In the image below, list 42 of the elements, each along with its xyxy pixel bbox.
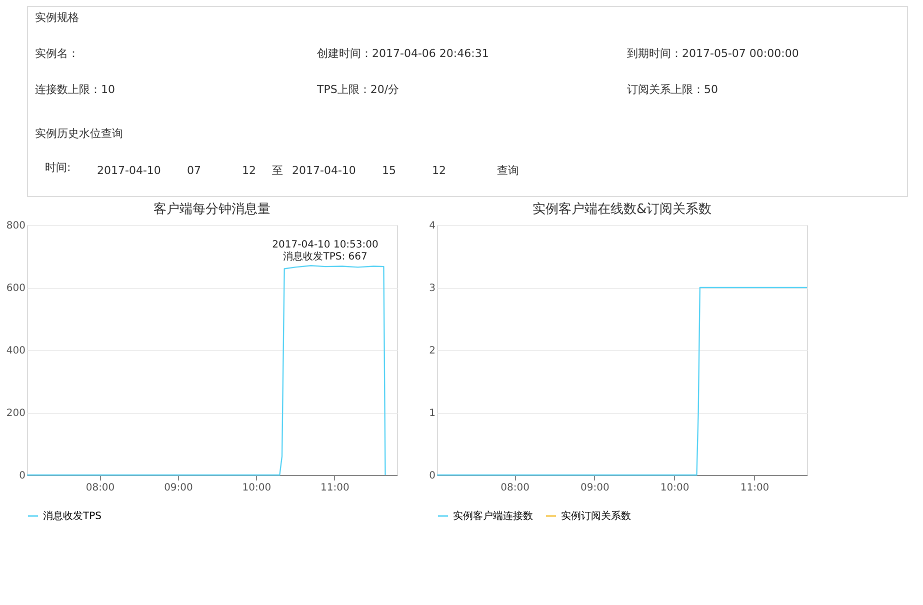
chart-title: 客户端每分钟消息量 xyxy=(154,201,270,217)
x-tick-label: 08:00 xyxy=(86,482,115,494)
text: 创建时间：2017-04-06 20:46:31 xyxy=(317,47,489,60)
text: TPS上限：20/分 xyxy=(316,83,400,96)
x-tick-label: 10:00 xyxy=(660,482,690,494)
x-tick-label: 11:00 xyxy=(740,482,770,494)
text: 2017-04-10 xyxy=(292,164,356,177)
y-tick-label: 2 xyxy=(429,346,436,356)
y-tick-label: 600 xyxy=(6,283,26,294)
x-tick-label: 08:00 xyxy=(500,482,530,494)
text: 订阅关系上限：50 xyxy=(627,83,718,96)
y-tick-label: 800 xyxy=(6,220,26,232)
text: 连接数上限：10 xyxy=(35,83,115,96)
legend-label: 实例客户端连接数 xyxy=(453,510,533,522)
text: 到期时间：2017-05-07 00:00:00 xyxy=(627,47,799,60)
y-tick-label: 400 xyxy=(6,346,26,356)
chart-title: 实例客户端在线数&订阅关系数 xyxy=(532,201,712,217)
y-tick-label: 0 xyxy=(19,470,26,482)
y-tick-label: 3 xyxy=(429,283,436,294)
text: 2017-04-10 xyxy=(97,164,161,177)
text: 至 xyxy=(272,164,283,177)
x-tick-label: 11:00 xyxy=(320,482,350,494)
text: 实例规格 xyxy=(35,11,79,24)
line-series xyxy=(26,265,386,476)
text: 12 xyxy=(432,164,446,177)
text: 07 xyxy=(187,164,201,177)
x-tick-label: 09:00 xyxy=(580,482,610,494)
y-tick-label: 1 xyxy=(429,408,436,419)
text: 12 xyxy=(242,164,256,177)
y-tick-label: 200 xyxy=(6,408,26,419)
y-tick-label: 0 xyxy=(429,470,436,482)
text: 15 xyxy=(382,164,396,177)
x-tick-label: 09:00 xyxy=(164,482,193,494)
x-tick-label: 10:00 xyxy=(242,482,272,494)
text: 时间: xyxy=(45,161,71,174)
text: 实例历史水位查询 xyxy=(35,127,123,140)
legend-label: 实例订阅关系数 xyxy=(561,510,631,522)
text: 实例名： xyxy=(35,47,79,60)
annotation: 2017-04-10 10:53:00 消息收发TPS: 667 xyxy=(272,240,378,263)
legend-label: 消息收发TPS xyxy=(43,510,102,522)
text: 查询 xyxy=(497,164,519,177)
y-tick-label: 4 xyxy=(429,220,436,232)
